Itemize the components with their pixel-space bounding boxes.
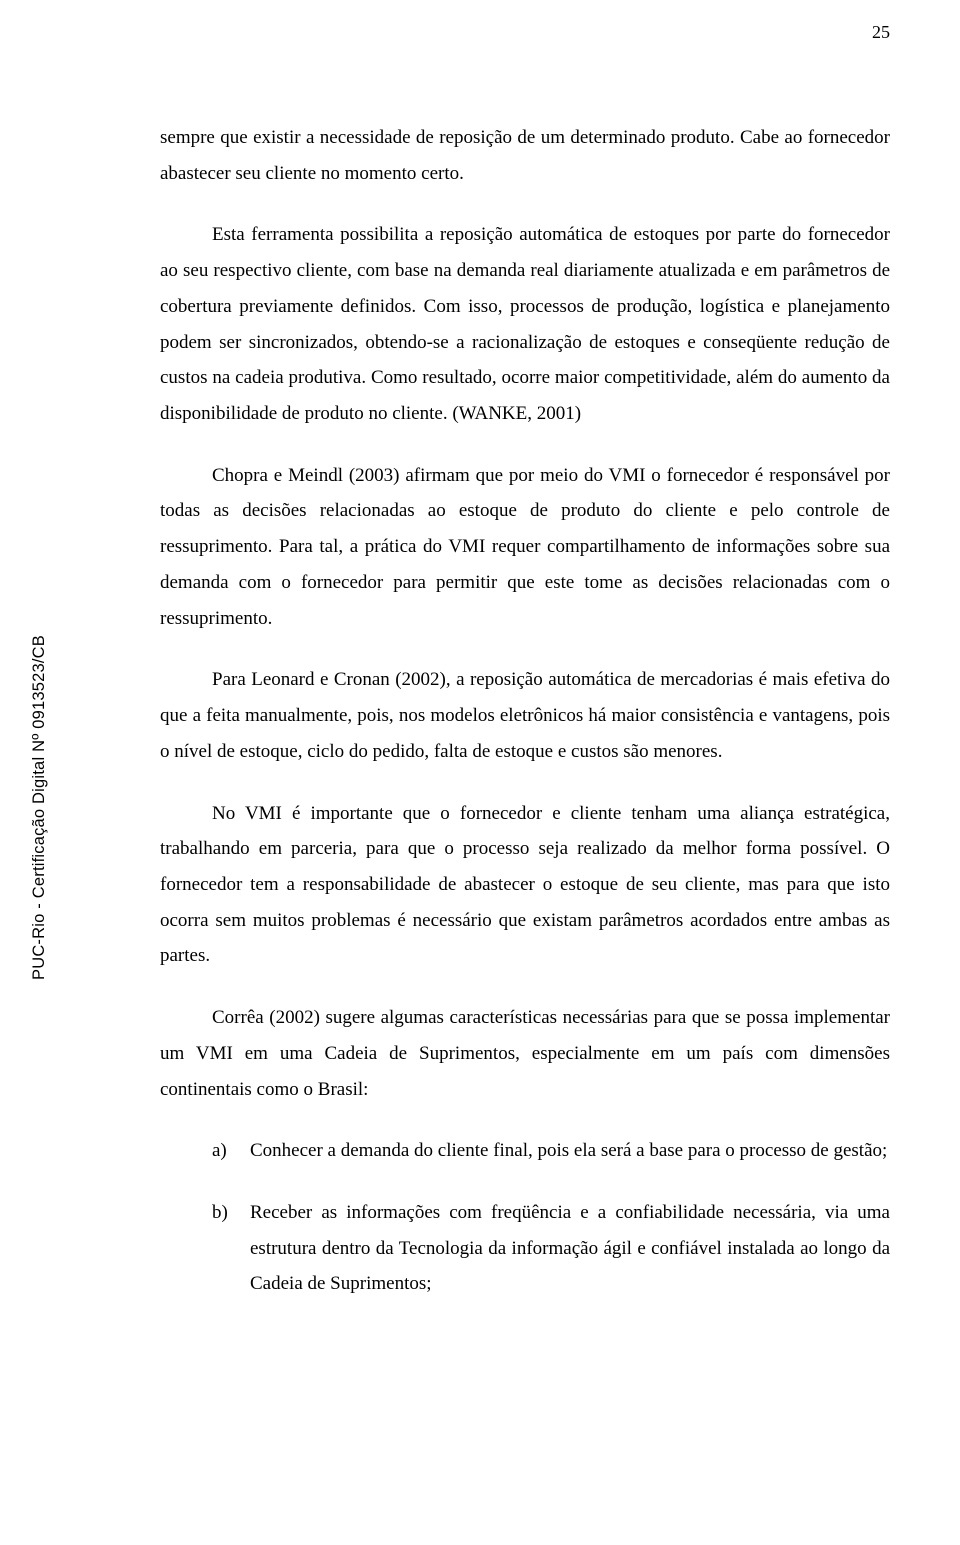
paragraph-6: Corrêa (2002) sugere algumas característ… xyxy=(160,1000,890,1107)
page-number: 25 xyxy=(872,22,890,43)
paragraph-4: Para Leonard e Cronan (2002), a reposiçã… xyxy=(160,662,890,769)
paragraph-1: sempre que existir a necessidade de repo… xyxy=(160,120,890,191)
paragraph-5: No VMI é importante que o fornecedor e c… xyxy=(160,796,890,975)
list-marker-b: b) xyxy=(212,1195,228,1231)
list-item-b: b) Receber as informações com freqüência… xyxy=(160,1195,890,1302)
certification-stamp: PUC-Rio - Certificação Digital Nº 091352… xyxy=(30,635,49,980)
paragraph-3: Chopra e Meindl (2003) afirmam que por m… xyxy=(160,458,890,637)
list-text-b: Receber as informações com freqüência e … xyxy=(250,1202,890,1294)
document-page: 25 PUC-Rio - Certificação Digital Nº 091… xyxy=(0,0,960,1545)
list-text-a: Conhecer a demanda do cliente final, poi… xyxy=(250,1140,887,1161)
feature-list: a) Conhecer a demanda do cliente final, … xyxy=(160,1133,890,1302)
page-content: sempre que existir a necessidade de repo… xyxy=(160,120,890,1328)
list-item-a: a) Conhecer a demanda do cliente final, … xyxy=(160,1133,890,1169)
list-marker-a: a) xyxy=(212,1133,227,1169)
paragraph-2: Esta ferramenta possibilita a reposição … xyxy=(160,217,890,431)
